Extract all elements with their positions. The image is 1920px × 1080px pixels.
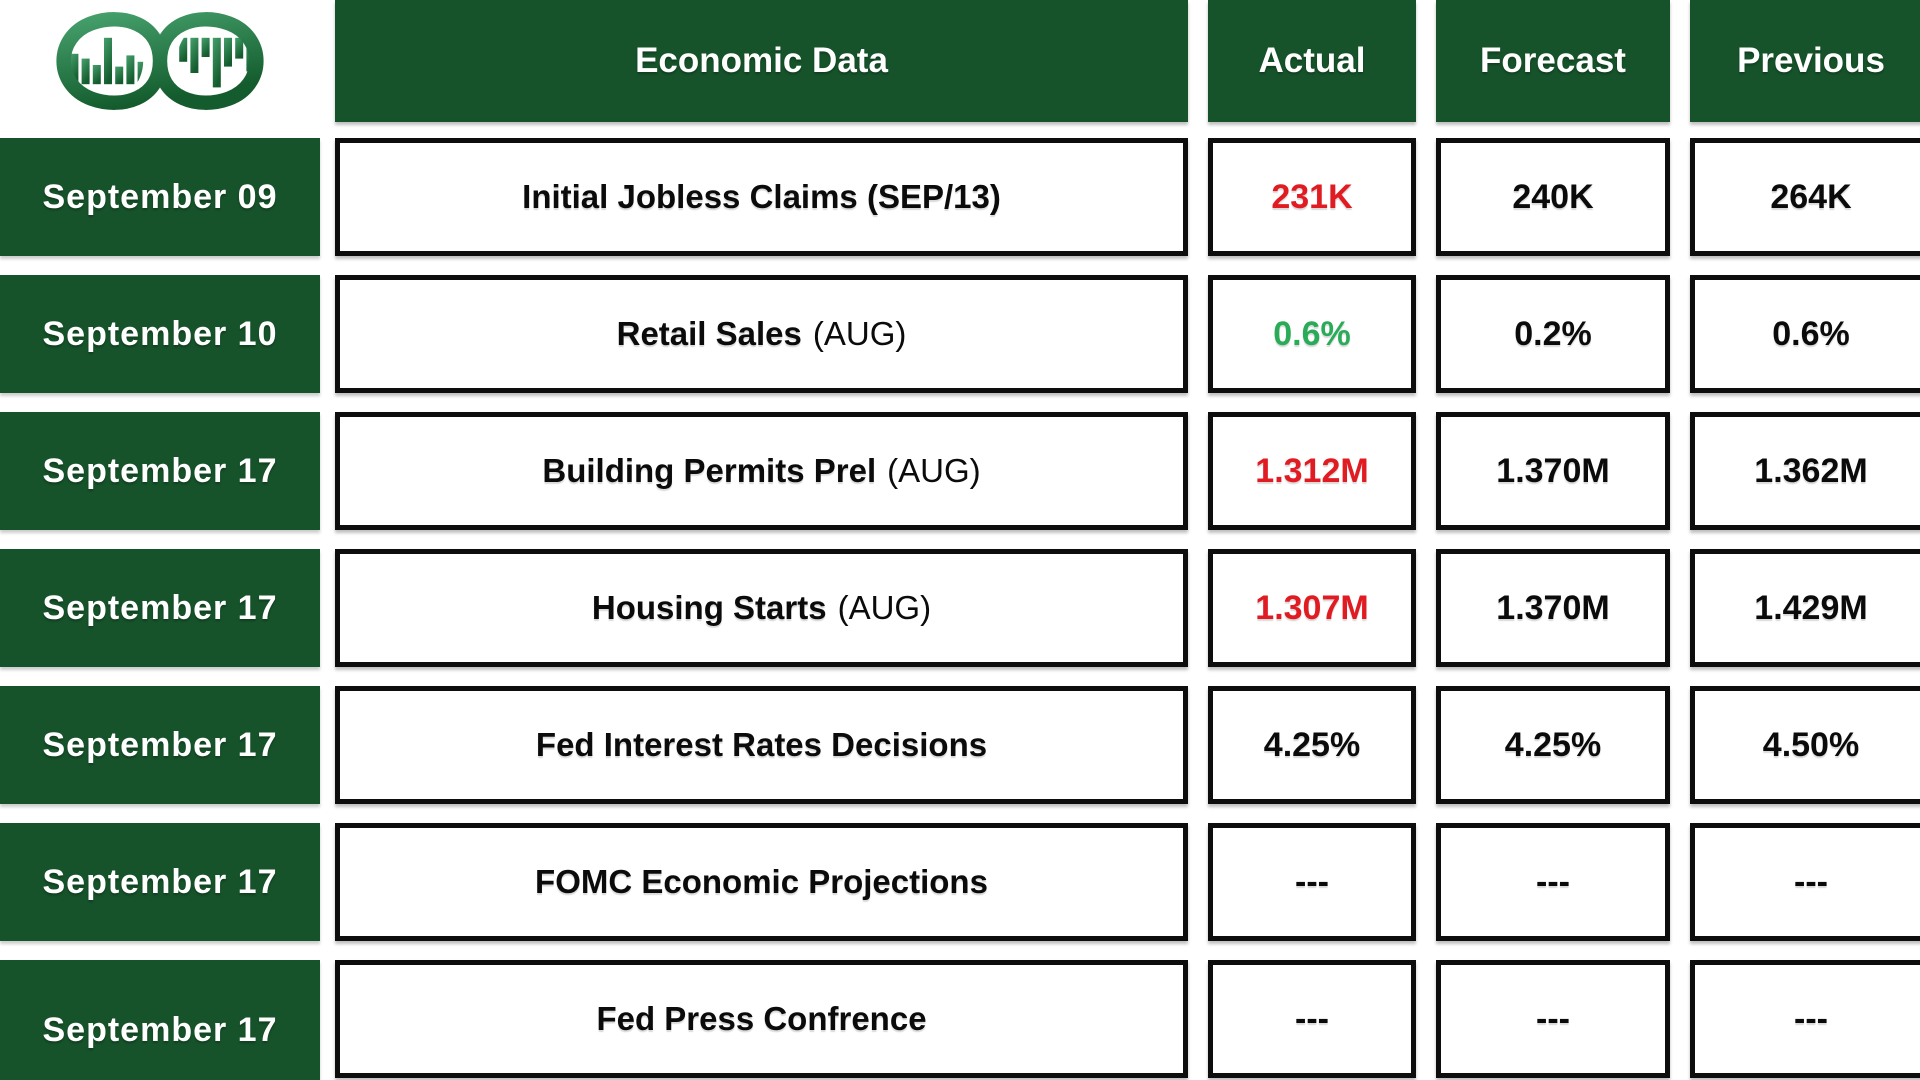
event-cell: FOMC Economic Projections	[335, 823, 1188, 941]
forecast-value: ---	[1436, 960, 1670, 1078]
column-header-previous: Previous	[1690, 0, 1920, 122]
actual-value: 0.6%	[1208, 275, 1416, 393]
previous-value: 4.50%	[1690, 686, 1920, 804]
event-cell: Initial Jobless Claims (SEP/13)	[335, 138, 1188, 256]
forecast-value: 1.370M	[1436, 549, 1670, 667]
previous-value: 0.6%	[1690, 275, 1920, 393]
event-suffix: (AUG)	[837, 589, 932, 626]
event-cell: Fed Press Confrence	[335, 960, 1188, 1078]
previous-value: ---	[1690, 823, 1920, 941]
date-cell: September 17	[0, 549, 320, 667]
event-name: Fed Interest Rates Decisions	[535, 726, 988, 763]
event-cell: Housing Starts (AUG)	[335, 549, 1188, 667]
previous-value: 264K	[1690, 138, 1920, 256]
event-name: Building Permits Prel	[542, 452, 877, 489]
infinity-ring	[56, 12, 264, 110]
actual-value: 1.307M	[1208, 549, 1416, 667]
previous-value: 1.429M	[1690, 549, 1920, 667]
forecast-value: 240K	[1436, 138, 1670, 256]
event-cell: Fed Interest Rates Decisions	[335, 686, 1188, 804]
previous-value: 1.362M	[1690, 412, 1920, 530]
forecast-value: 1.370M	[1436, 412, 1670, 530]
event-name: FOMC Economic Projections	[535, 863, 988, 900]
date-cell: September 10	[0, 275, 320, 393]
logo-cell	[0, 0, 320, 122]
event-name: Retail Sales	[616, 315, 802, 352]
actual-value: 4.25%	[1208, 686, 1416, 804]
forecast-value: 4.25%	[1436, 686, 1670, 804]
infinity-bar-chart-logo	[56, 12, 264, 110]
date-cell: September 17	[0, 823, 320, 941]
event-cell: Retail Sales (AUG)	[335, 275, 1188, 393]
actual-value: 1.312M	[1208, 412, 1416, 530]
date-cell: September 17	[0, 412, 320, 530]
event-name: Fed Press Confrence	[596, 1000, 927, 1037]
forecast-value: 0.2%	[1436, 275, 1670, 393]
previous-value: ---	[1690, 960, 1920, 1078]
column-header-actual: Actual	[1208, 0, 1416, 122]
forecast-value: ---	[1436, 823, 1670, 941]
actual-value: ---	[1208, 823, 1416, 941]
date-cell: September 17	[0, 960, 320, 1080]
date-cell: September 17	[0, 686, 320, 804]
column-header-economic-data: Economic Data	[335, 0, 1188, 122]
actual-value: 231K	[1208, 138, 1416, 256]
actual-value: ---	[1208, 960, 1416, 1078]
event-suffix: (AUG)	[887, 452, 981, 489]
event-name: Initial Jobless Claims (SEP/13)	[522, 178, 1001, 215]
column-header-forecast: Forecast	[1436, 0, 1670, 122]
event-name: Housing Starts	[591, 589, 827, 626]
date-cell: September 09	[0, 138, 320, 256]
event-cell: Building Permits Prel (AUG)	[335, 412, 1188, 530]
left-loop-bars	[70, 37, 144, 85]
event-suffix: (AUG)	[812, 315, 907, 352]
